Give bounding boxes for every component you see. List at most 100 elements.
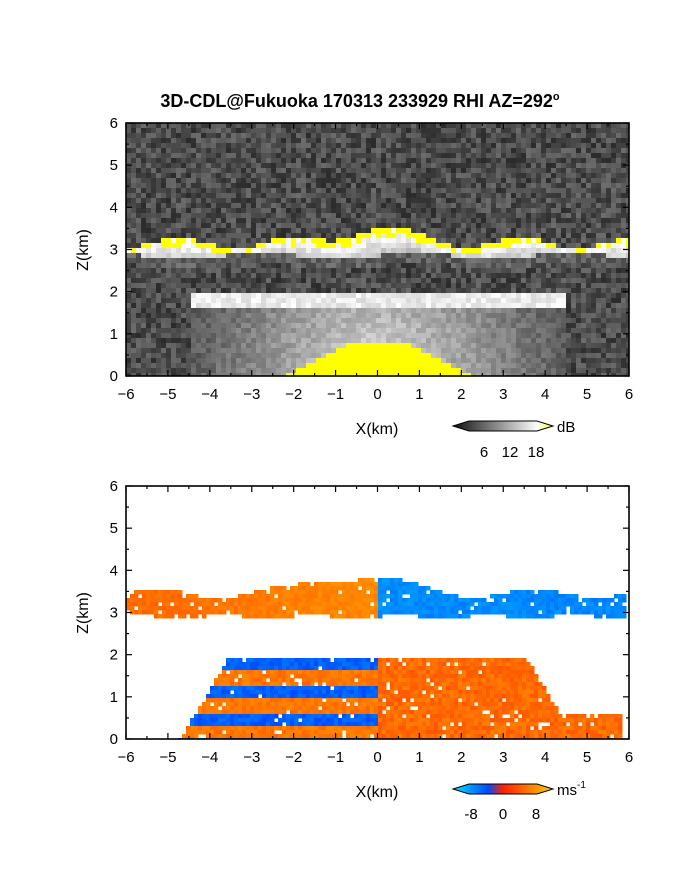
heatmap-cell [341, 353, 347, 359]
heatmap-cell [531, 203, 537, 209]
heatmap-cell [291, 178, 297, 184]
heatmap-cell [611, 193, 617, 199]
heatmap-cell [431, 158, 437, 164]
heatmap-cell [201, 328, 207, 334]
heatmap-cell [241, 238, 247, 244]
heatmap-cell [436, 143, 442, 149]
heatmap-cell [176, 143, 182, 149]
heatmap-cell [511, 233, 517, 239]
heatmap-cell [341, 148, 347, 154]
heatmap-cell [221, 143, 227, 149]
heatmap-cell [436, 283, 442, 289]
heatmap-cell [141, 138, 147, 144]
heatmap-cell [471, 158, 477, 164]
heatmap-cell [371, 333, 377, 339]
heatmap-cell [396, 333, 402, 339]
heatmap-cell [616, 283, 622, 289]
heatmap-cell [371, 278, 377, 284]
heatmap-cell [481, 253, 487, 259]
heatmap-cell [476, 218, 482, 224]
heatmap-cell [626, 308, 629, 314]
heatmap-cell [451, 363, 457, 369]
heatmap-cell [206, 363, 212, 369]
figure-title: 3D-CDL@Fukuoka 170313 233929 RHI AZ=292o [160, 91, 560, 111]
heatmap-cell [191, 248, 197, 254]
heatmap-cell [376, 218, 382, 224]
heatmap-cell [401, 293, 407, 299]
heatmap-cell [401, 343, 407, 349]
heatmap-cell [256, 153, 262, 159]
heatmap-cell [416, 203, 422, 209]
heatmap-cell [336, 178, 342, 184]
heatmap-cell [256, 213, 262, 219]
heatmap-cell [541, 223, 547, 229]
heatmap-cell [261, 213, 267, 219]
heatmap-cell [496, 233, 502, 239]
heatmap-cell [481, 273, 487, 279]
heatmap-cell [271, 198, 277, 204]
heatmap-cell [376, 148, 382, 154]
heatmap-cell [141, 318, 147, 324]
heatmap-cell [556, 188, 562, 194]
heatmap-cell [281, 338, 287, 344]
heatmap-cell [581, 278, 587, 284]
heatmap-cell [311, 303, 317, 309]
heatmap-cell [286, 278, 292, 284]
heatmap-cell [291, 353, 297, 359]
heatmap-cell [526, 143, 532, 149]
heatmap-cell [376, 358, 382, 364]
heatmap-cell [356, 218, 362, 224]
heatmap-cell [316, 313, 322, 319]
heatmap-cell [416, 198, 422, 204]
heatmap-cell [351, 208, 357, 214]
heatmap-cell [341, 263, 347, 269]
heatmap-cell [156, 288, 162, 294]
heatmap-cell [321, 178, 327, 184]
heatmap-cell [166, 158, 172, 164]
heatmap-cell [376, 158, 382, 164]
heatmap-cell [461, 168, 467, 174]
heatmap-cell [391, 348, 397, 354]
heatmap-cell [571, 363, 577, 369]
heatmap-cell [466, 123, 472, 129]
heatmap-cell [376, 338, 382, 344]
heatmap-cell [151, 228, 157, 234]
heatmap-cell [186, 298, 192, 304]
heatmap-cell [536, 168, 542, 174]
heatmap-cell [471, 263, 477, 269]
heatmap-cell [236, 333, 242, 339]
heatmap-cell [161, 313, 167, 319]
heatmap-cell [206, 158, 212, 164]
heatmap-cell [301, 123, 307, 129]
heatmap-cell [321, 323, 327, 329]
heatmap-cell [491, 153, 497, 159]
heatmap-cell [326, 228, 332, 234]
heatmap-cell [296, 158, 302, 164]
heatmap-cell [596, 343, 602, 349]
heatmap-cell [511, 138, 517, 144]
heatmap-cell [616, 188, 622, 194]
heatmap-cell [191, 128, 197, 134]
heatmap-cell [511, 348, 517, 354]
heatmap-cell [426, 283, 432, 289]
heatmap-cell [351, 178, 357, 184]
heatmap-cell [181, 133, 187, 139]
heatmap-cell [496, 193, 502, 199]
heatmap-cell [351, 253, 357, 259]
heatmap-cell [456, 138, 462, 144]
heatmap-cell [226, 208, 232, 214]
heatmap-cell [331, 348, 337, 354]
heatmap-cell [546, 328, 552, 334]
heatmap-cell [426, 323, 432, 329]
heatmap-cell [596, 253, 602, 259]
heatmap-cell [131, 338, 137, 344]
heatmap-cell [511, 148, 517, 154]
heatmap-cell [441, 348, 447, 354]
heatmap-cell [341, 273, 347, 279]
heatmap-cell [476, 178, 482, 184]
heatmap-cell [366, 153, 372, 159]
heatmap-cell [286, 238, 292, 244]
heatmap-cell [441, 128, 447, 134]
heatmap-cell [291, 138, 297, 144]
heatmap-cell [341, 278, 347, 284]
